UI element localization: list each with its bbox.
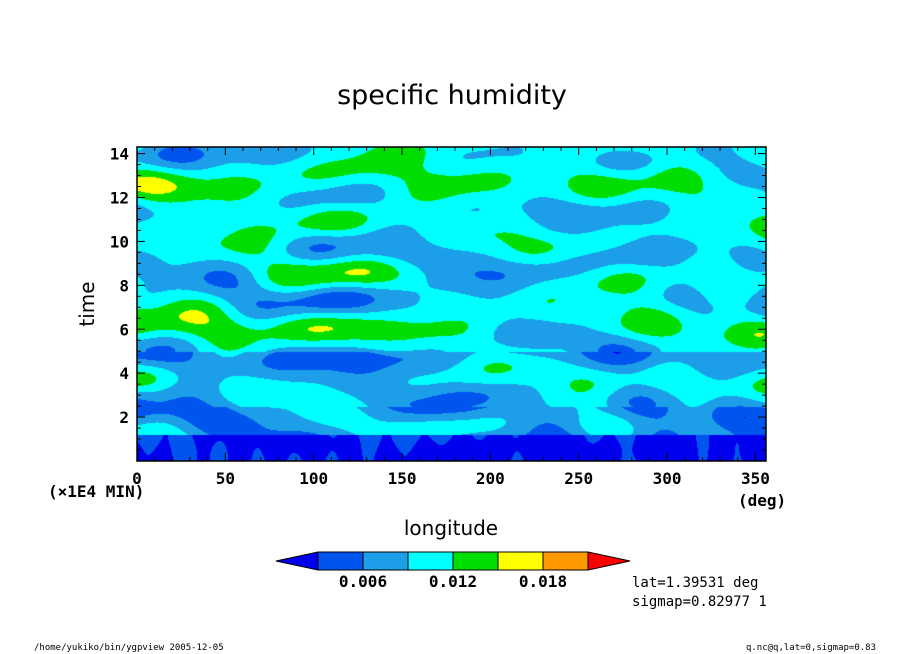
y-tick-label: 4 [119, 364, 129, 383]
plot-frame [136, 146, 767, 462]
x-tick-label: 100 [299, 469, 328, 488]
colorbar-box [452, 551, 499, 571]
x-tick-label: 150 [388, 469, 417, 488]
y-tick-label: 12 [110, 189, 129, 208]
sigmap-annotation: sigmap=0.82977 1 [632, 594, 767, 610]
x-tick-label: 250 [564, 469, 593, 488]
x-tick-label: 300 [653, 469, 682, 488]
lat-annotation: lat=1.39531 deg [632, 575, 758, 591]
y-tick-label: 8 [119, 276, 129, 295]
colorbar-tick-label: 0.012 [429, 572, 477, 591]
heatmap-field [137, 147, 766, 461]
colorbar: 0.006 0.012 0.018 [275, 551, 631, 591]
y-tick-label: 10 [110, 232, 129, 251]
y-tick-label: 2 [119, 408, 129, 427]
chart-title: specific humidity [337, 80, 567, 111]
colorbar-box [497, 551, 544, 571]
colorbar-box [317, 551, 364, 571]
x-axis-unit: (deg) [738, 491, 786, 510]
footer-right: q.nc@q,lat=0,sigmap=0.83 [746, 643, 876, 653]
x-axis-label: longitude [404, 516, 498, 540]
y-axis-unit: (×1E4 MIN) [48, 482, 144, 501]
x-axis: 0 50 100 150 200 250 300 350 [132, 147, 770, 488]
y-axis: 2 4 6 8 10 12 14 [110, 145, 766, 451]
footer-left: /home/yukiko/bin/ygpview 2005-12-05 [34, 643, 224, 653]
colorbar-over-triangle [587, 551, 631, 571]
plot-area [136, 146, 767, 462]
colorbar-box [407, 551, 454, 571]
colorbar-tick-label: 0.018 [519, 572, 567, 591]
colorbar-under-triangle [275, 551, 319, 571]
y-axis-label: time [75, 281, 99, 326]
y-tick-label: 14 [110, 145, 129, 164]
y-tick-label: 6 [119, 320, 129, 339]
colorbar-box [542, 551, 589, 571]
x-tick-label: 50 [216, 469, 235, 488]
colorbar-box [362, 551, 409, 571]
colorbar-tick-label: 0.006 [339, 572, 387, 591]
x-tick-label: 350 [741, 469, 770, 488]
x-tick-label: 200 [476, 469, 505, 488]
x-tick-label: 0 [132, 469, 142, 488]
